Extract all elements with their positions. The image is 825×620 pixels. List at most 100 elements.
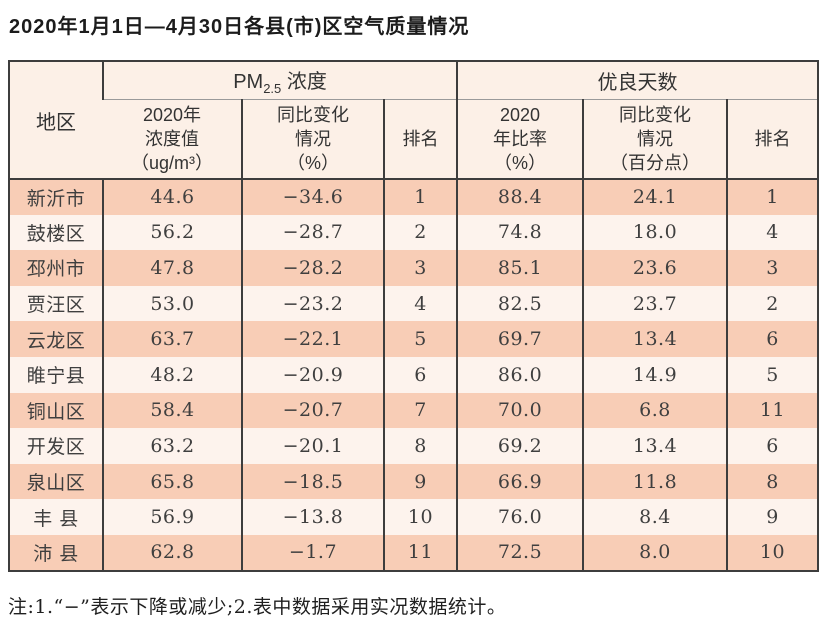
pm-rank-cell: 8 <box>382 428 458 464</box>
column-header-region: 地区 <box>9 61 103 180</box>
pm-rank-cell: 5 <box>382 321 458 357</box>
table-row: 丰 县 56.9 −13.8 10 76.0 8.4 9 <box>9 499 819 535</box>
pm-change-cell: −23.2 <box>241 285 384 322</box>
pm-rank-cell: 4 <box>382 285 458 322</box>
pm-value-cell: 56.9 <box>102 499 242 535</box>
table-row: 邳州市 47.8 −28.2 3 85.1 23.6 3 <box>9 250 819 286</box>
pm-change-cell: −34.6 <box>241 179 384 215</box>
region-cell: 新沂市 <box>9 179 103 215</box>
pm-value-cell: 62.8 <box>102 534 242 571</box>
gd-rank-cell: 6 <box>726 321 819 357</box>
table-row: 沛 县 62.8 −1.7 11 72.5 8.0 10 <box>9 534 819 571</box>
pm25-label-subscript: 2.5 <box>263 80 282 96</box>
gd-ratio-cell: 86.0 <box>456 356 584 393</box>
header-group-row: 地区 PM2.5 浓度 优良天数 <box>9 61 819 180</box>
table-row: 开发区 63.2 −20.1 8 69.2 13.4 6 <box>9 428 819 464</box>
pm-rank-cell: 7 <box>382 392 458 429</box>
gd-rank-cell: 8 <box>726 463 819 500</box>
region-cell: 泉山区 <box>9 463 103 500</box>
gd-rank-cell: 9 <box>726 499 819 535</box>
pm-change-cell: −20.9 <box>241 356 384 393</box>
table-row: 泉山区 65.8 −18.5 9 66.9 11.8 8 <box>9 463 819 500</box>
gd-ratio-cell: 85.1 <box>456 250 584 286</box>
table-row: 睢宁县 48.2 −20.9 6 86.0 14.9 5 <box>9 356 819 393</box>
gd-change-cell: 8.0 <box>582 534 728 571</box>
region-cell: 铜山区 <box>9 392 103 429</box>
gd-ratio-cell: 88.4 <box>456 179 584 215</box>
pm-change-cell: −22.1 <box>241 321 384 357</box>
table-row: 云龙区 63.7 −22.1 5 69.7 13.4 6 <box>9 321 819 357</box>
table-row: 贾汪区 53.0 −23.2 4 82.5 23.7 2 <box>9 285 819 322</box>
pm-value-cell: 53.0 <box>102 285 242 322</box>
gd-change-cell: 18.0 <box>582 214 728 251</box>
pm-rank-cell: 10 <box>382 499 458 535</box>
region-cell: 开发区 <box>9 428 103 464</box>
pm-value-cell: 56.2 <box>102 214 242 251</box>
pm-rank-cell: 1 <box>382 179 458 215</box>
region-cell: 睢宁县 <box>9 356 103 393</box>
gd-ratio-cell: 69.2 <box>456 428 584 464</box>
pm-rank-cell: 6 <box>382 356 458 393</box>
gd-ratio-cell: 76.0 <box>456 499 584 535</box>
gd-rank-cell: 10 <box>726 534 819 571</box>
gd-change-cell: 11.8 <box>582 463 728 500</box>
table-row: 鼓楼区 56.2 −28.7 2 74.8 18.0 4 <box>9 214 819 251</box>
pm-change-cell: −28.7 <box>241 214 384 251</box>
column-group-good-days: 优良天数 <box>456 61 819 100</box>
gd-ratio-cell: 69.7 <box>456 321 584 357</box>
region-cell: 沛 县 <box>9 534 103 571</box>
footnote: 注:1.“−”表示下降或减少;2.表中数据采用实况数据统计。 <box>8 596 507 618</box>
gd-change-cell: 13.4 <box>582 321 728 357</box>
pm-rank-cell: 9 <box>382 463 458 500</box>
pm25-label-prefix: PM <box>233 70 264 93</box>
gd-rank-cell: 4 <box>726 214 819 251</box>
gd-change-cell: 14.9 <box>582 356 728 393</box>
table-row: 铜山区 58.4 −20.7 7 70.0 6.8 11 <box>9 392 819 429</box>
region-cell: 鼓楼区 <box>9 214 103 251</box>
gd-rank-cell: 3 <box>726 250 819 286</box>
pm-value-cell: 63.2 <box>102 428 242 464</box>
gd-ratio-cell: 82.5 <box>456 285 584 322</box>
gd-rank-cell: 2 <box>726 285 819 322</box>
header-sub-row: 2020年 浓度值 （ug/m³） 同比变化 情况 （%） 排名 2020 年比… <box>9 99 819 180</box>
page-title: 2020年1月1日—4月30日各县(市)区空气质量情况 <box>9 16 470 38</box>
gd-ratio-cell: 72.5 <box>456 534 584 571</box>
gd-change-cell: 23.6 <box>582 250 728 286</box>
pm-rank-cell: 3 <box>382 250 458 286</box>
pm-value-cell: 63.7 <box>102 321 242 357</box>
gd-change-cell: 6.8 <box>582 392 728 429</box>
column-header-pm-change: 同比变化 情况 （%） <box>241 99 384 180</box>
region-cell: 云龙区 <box>9 321 103 357</box>
pm-value-cell: 48.2 <box>102 356 242 393</box>
region-cell: 贾汪区 <box>9 285 103 322</box>
column-header-pm-value: 2020年 浓度值 （ug/m³） <box>103 99 242 180</box>
gd-rank-cell: 11 <box>726 392 819 429</box>
pm-rank-cell: 2 <box>382 214 458 251</box>
gd-rank-cell: 6 <box>726 428 819 464</box>
pm-change-cell: −20.1 <box>241 428 384 464</box>
region-cell: 邳州市 <box>9 250 103 286</box>
column-group-pm25: PM2.5 浓度 <box>101 61 458 100</box>
gd-change-cell: 13.4 <box>582 428 728 464</box>
pm-rank-cell: 11 <box>382 534 458 571</box>
gd-change-cell: 24.1 <box>582 179 728 215</box>
gd-rank-cell: 5 <box>726 356 819 393</box>
pm-change-cell: −28.2 <box>241 250 384 286</box>
pm-value-cell: 47.8 <box>102 250 242 286</box>
pm-change-cell: −20.7 <box>241 392 384 429</box>
pm-change-cell: −18.5 <box>241 463 384 500</box>
gd-ratio-cell: 66.9 <box>456 463 584 500</box>
pm-change-cell: −1.7 <box>241 534 384 571</box>
gd-change-cell: 8.4 <box>582 499 728 535</box>
gd-ratio-cell: 70.0 <box>456 392 584 429</box>
column-header-gd-rank: 排名 <box>726 99 819 180</box>
air-quality-table: 地区 PM2.5 浓度 优良天数 2020年 浓度值 （ug/m³） 同比变化 … <box>8 60 820 572</box>
table-body: 新沂市 44.6 −34.6 1 88.4 24.1 1 鼓楼区 56.2 −2… <box>9 179 819 571</box>
pm25-label-suffix: 浓度 <box>281 70 327 93</box>
pm-value-cell: 44.6 <box>102 179 242 215</box>
pm-value-cell: 65.8 <box>102 463 242 500</box>
column-header-gd-change: 同比变化 情况 （百分点） <box>582 99 728 180</box>
table-header: 地区 PM2.5 浓度 优良天数 2020年 浓度值 （ug/m³） 同比变化 … <box>9 61 819 180</box>
table-row: 新沂市 44.6 −34.6 1 88.4 24.1 1 <box>9 179 819 215</box>
